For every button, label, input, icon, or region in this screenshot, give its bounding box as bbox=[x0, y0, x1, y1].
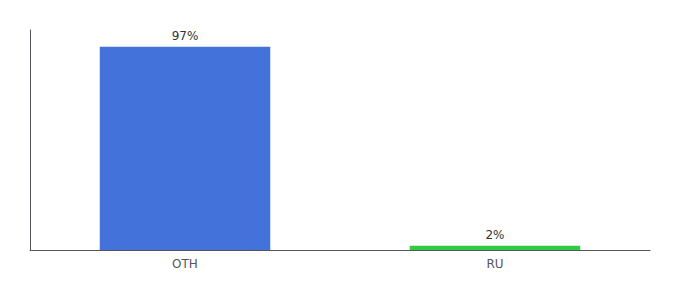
svg-text:RU: RU bbox=[486, 257, 503, 271]
svg-text:OTH: OTH bbox=[172, 257, 198, 271]
svg-text:2%: 2% bbox=[485, 228, 504, 242]
svg-text:97%: 97% bbox=[172, 29, 199, 43]
